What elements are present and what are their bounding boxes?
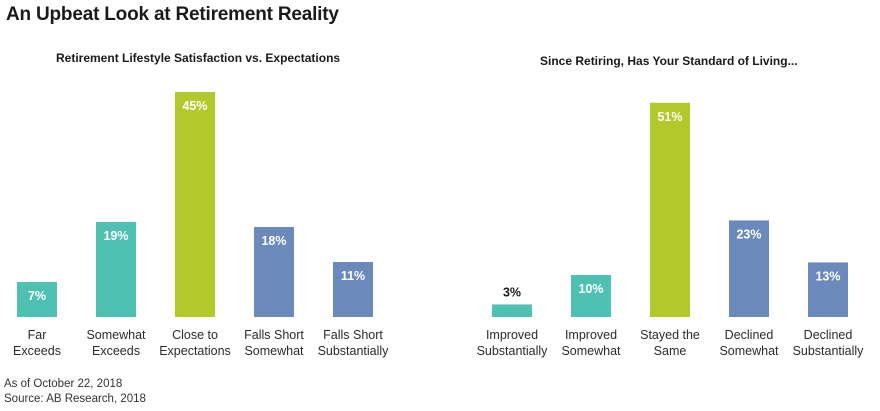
value-label-living-standard-2: 10% xyxy=(578,282,603,296)
category-label-lifestyle-5-line-2: Substantially xyxy=(318,344,390,358)
category-label-living-standard-2-line-2: Somewhat xyxy=(561,344,621,358)
category-label-lifestyle-4-line-2: Somewhat xyxy=(244,344,304,358)
category-label-living-standard-5-line-2: Substantially xyxy=(793,344,865,358)
category-label-lifestyle-2-line-1: Somewhat xyxy=(86,328,146,342)
footnote-date: As of October 22, 2018 xyxy=(4,378,123,390)
bar-living-standard-4 xyxy=(729,220,769,317)
value-label-lifestyle-4: 18% xyxy=(261,234,286,248)
value-label-lifestyle-5: 11% xyxy=(341,269,365,283)
chart-title-standard-of-living: Since Retiring, Has Your Standard of Liv… xyxy=(540,54,798,68)
footnote-source: Source: AB Research, 2018 xyxy=(4,393,146,405)
category-label-lifestyle-3-line-2: Expectations xyxy=(159,344,231,358)
category-label-living-standard-1-line-1: Improved xyxy=(486,328,538,342)
category-label-living-standard-4-line-2: Somewhat xyxy=(719,344,779,358)
category-label-living-standard-4-line-1: Declined xyxy=(725,328,774,342)
bar-lifestyle-1 xyxy=(17,282,57,317)
bar-living-standard-3 xyxy=(650,102,690,317)
bar-lifestyle-3 xyxy=(175,92,215,317)
category-label-living-standard-1-line-2: Substantially xyxy=(477,344,549,358)
category-label-lifestyle-1-line-2: Exceeds xyxy=(13,344,61,358)
value-label-lifestyle-1: 7% xyxy=(28,289,46,303)
category-label-lifestyle-1-line-1: Far xyxy=(28,328,47,342)
category-label-lifestyle-4-line-1: Falls Short xyxy=(244,328,304,342)
category-label-living-standard-5-line-1: Declined xyxy=(804,328,853,342)
value-label-lifestyle-2: 19% xyxy=(103,229,128,243)
value-label-living-standard-1: 3% xyxy=(503,285,521,299)
bar-lifestyle-2 xyxy=(96,222,136,317)
page-title: An Upbeat Look at Retirement Reality xyxy=(6,4,339,25)
category-label-lifestyle-2-line-2: Exceeds xyxy=(92,344,140,358)
value-label-living-standard-5: 13% xyxy=(815,269,840,283)
chart-title-lifestyle-satisfaction: Retirement Lifestyle Satisfaction vs. Ex… xyxy=(56,51,341,65)
category-label-lifestyle-5-line-1: Falls Short xyxy=(323,328,383,342)
bar-lifestyle-4 xyxy=(254,227,294,317)
category-label-lifestyle-3-line-1: Close to xyxy=(172,328,218,342)
value-label-living-standard-3: 51% xyxy=(657,110,682,124)
value-label-lifestyle-3: 45% xyxy=(182,99,207,113)
category-label-living-standard-2-line-1: Improved xyxy=(565,328,617,342)
bar-living-standard-5 xyxy=(808,262,848,317)
bar-living-standard-1 xyxy=(492,304,532,317)
value-label-living-standard-4: 23% xyxy=(736,227,761,241)
category-label-living-standard-3-line-2: Same xyxy=(654,344,687,358)
category-label-living-standard-3-line-1: Stayed the xyxy=(640,328,700,342)
bar-lifestyle-5 xyxy=(333,262,373,317)
bar-living-standard-2 xyxy=(571,275,611,317)
